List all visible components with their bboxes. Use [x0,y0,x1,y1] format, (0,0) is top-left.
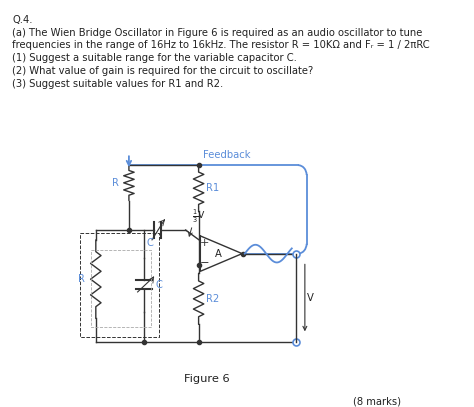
Text: +: + [200,238,210,248]
Text: Q.4.: Q.4. [12,15,33,25]
Text: (2) What value of gain is required for the circuit to oscillate?: (2) What value of gain is required for t… [12,66,313,76]
Text: R: R [78,274,85,284]
Text: Figure 6: Figure 6 [183,374,229,383]
Text: R: R [111,178,118,188]
Text: −: − [200,258,210,269]
Text: A: A [214,249,221,258]
Text: (3) Suggest suitable values for R1 and R2.: (3) Suggest suitable values for R1 and R… [12,79,223,89]
Text: frequencies in the range of 16Hz to 16kHz. The resistor R = 10KΩ and Fᵣ = 1 / 2π: frequencies in the range of 16Hz to 16kH… [12,40,430,50]
Text: R1: R1 [206,183,219,193]
Text: C: C [155,280,162,289]
Text: $\frac{1}{3}$V: $\frac{1}{3}$V [191,208,205,225]
Text: R2: R2 [206,294,219,304]
Text: Feedback: Feedback [203,150,250,160]
Text: (a) The Wien Bridge Oscillator in Figure 6 is required as an audio oscillator to: (a) The Wien Bridge Oscillator in Figure… [12,28,422,37]
Text: V: V [307,293,313,303]
Text: C: C [147,238,154,248]
Text: (8 marks): (8 marks) [353,396,401,406]
Text: (1) Suggest a suitable range for the variable capacitor C.: (1) Suggest a suitable range for the var… [12,53,297,63]
